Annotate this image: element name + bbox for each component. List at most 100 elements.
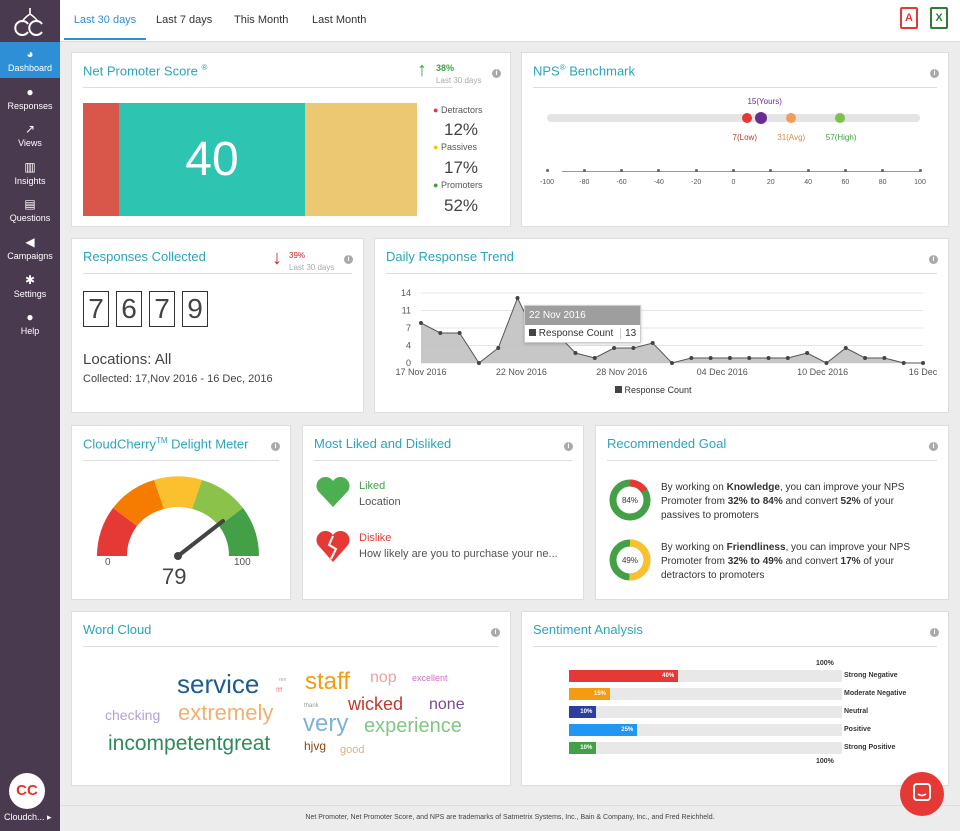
chat-button[interactable] xyxy=(900,772,944,816)
sidebar-item-label: Settings xyxy=(13,289,47,299)
trend-point xyxy=(921,361,925,365)
sentiment-bar: 25% xyxy=(569,724,638,736)
info-icon[interactable]: i xyxy=(344,255,353,264)
sidebar-item-settings[interactable]: ✱ Settings xyxy=(0,268,60,304)
x-tick-label: 16 Dec xyxy=(909,367,938,377)
info-icon[interactable]: i xyxy=(930,69,939,78)
heart-icon xyxy=(316,476,350,507)
gauge-max: 100 xyxy=(234,557,251,568)
goal-text-1: By working on Knowledge, you can improve… xyxy=(661,482,905,521)
benchmark-tick xyxy=(732,169,735,172)
responses-card: Responses Collected ↓ 39% Last 30 days i… xyxy=(71,238,364,413)
word: very xyxy=(303,710,349,737)
nps-card: Net Promoter Score ® ↑ 38% Last 30 days … xyxy=(71,52,511,227)
promoters-value: 52% xyxy=(444,196,479,215)
sidebar-item-dashboard[interactable]: ◕ Dashboard xyxy=(0,42,60,78)
trend-point xyxy=(824,361,829,365)
benchmark-tick-label: 0 xyxy=(731,179,736,186)
benchmark-tick xyxy=(843,169,847,172)
promoters-bar xyxy=(305,103,417,216)
passives-value: 17% xyxy=(444,158,479,177)
sentiment-track xyxy=(569,688,842,700)
tab-last-month[interactable]: Last Month xyxy=(312,14,367,26)
word: hjvg xyxy=(304,739,327,753)
sentiment-bar: 15% xyxy=(569,688,610,700)
benchmark-tick xyxy=(769,169,773,172)
user-menu[interactable]: Cloudch... ▸ xyxy=(4,812,52,822)
campaigns-icon: ◀ xyxy=(25,235,35,249)
x-tick-label: 22 Nov 2016 xyxy=(496,367,547,377)
sidebar-item-questions[interactable]: ▤ Questions xyxy=(0,192,60,228)
sidebar-item-responses[interactable]: ● Responses xyxy=(0,80,60,116)
liked-label: Liked xyxy=(359,480,386,492)
info-icon[interactable]: i xyxy=(930,628,939,637)
benchmark-label-avg: 31(Avg) xyxy=(777,133,806,142)
sidebar-item-label: Views xyxy=(18,138,42,148)
benchmark-marker-yours xyxy=(755,112,768,124)
info-icon[interactable]: i xyxy=(564,442,573,451)
detractors-bar xyxy=(83,103,119,216)
date-range-tabs: Last 30 days Last 7 days This Month Last… xyxy=(60,0,960,42)
sidebar-item-campaigns[interactable]: ◀ Campaigns xyxy=(0,230,60,266)
benchmark-tick-label: 60 xyxy=(841,179,850,186)
cloudcherry-logo[interactable] xyxy=(14,6,46,36)
y-tick-label: 11 xyxy=(402,306,411,316)
response-digit: 9 xyxy=(182,291,208,327)
avatar[interactable]: CC xyxy=(9,773,45,809)
pdf-export-icon[interactable]: A xyxy=(900,7,918,29)
nps-change: 38% xyxy=(436,63,455,73)
sidebar-item-label: Insights xyxy=(14,176,46,186)
footer-trademark: Net Promoter, Net Promoter Score, and NP… xyxy=(60,805,960,831)
info-icon[interactable]: i xyxy=(929,255,938,264)
scale-top: 100% xyxy=(816,660,834,667)
excel-export-icon[interactable]: X xyxy=(930,7,948,29)
gauge-value: 79 xyxy=(162,564,187,589)
card-title: Daily Response Trend xyxy=(386,249,514,264)
tab-last-30-days[interactable]: Last 30 days xyxy=(64,0,146,40)
dislike-label: Dislike xyxy=(359,532,392,544)
x-tick-label: 28 Nov 2016 xyxy=(596,367,647,377)
tab-last-7-days[interactable]: Last 7 days xyxy=(156,14,213,26)
card-title: Most Liked and Disliked xyxy=(314,436,452,451)
word: ffff xyxy=(276,688,283,694)
dashboard-icon: ◕ xyxy=(26,47,34,61)
trend-point xyxy=(785,356,790,360)
trend-tooltip: 22 Nov 2016 Response Count 13 xyxy=(524,305,641,343)
goal-text-2: By working on Friendliness, you can impr… xyxy=(661,542,910,581)
response-digit: 6 xyxy=(116,291,142,327)
info-icon[interactable]: i xyxy=(491,628,500,637)
trend-legend: Response Count xyxy=(615,385,692,395)
sidebar-item-views[interactable]: ↗ Views xyxy=(0,117,60,153)
benchmark-tick xyxy=(881,169,885,172)
chat-icon xyxy=(913,783,931,801)
card-title: NPS® Benchmark xyxy=(533,63,636,79)
trend-point xyxy=(457,331,462,335)
arrow-up-icon: ↑ xyxy=(417,59,427,81)
benchmark-track xyxy=(547,114,920,122)
sidebar-item-insights[interactable]: ▥ Insights xyxy=(0,155,60,191)
svg-text:49%: 49% xyxy=(622,556,638,565)
trend-area xyxy=(421,298,923,363)
card-title: Word Cloud xyxy=(83,622,152,637)
trend-chart: 14 11 7 4 0 17 Nov 2016 22 Nov 2016 28 Nov 201… xyxy=(395,288,938,377)
sidebar-item-help[interactable]: ● Help xyxy=(0,305,60,341)
word: none xyxy=(429,696,465,713)
sentiment-label: Positive xyxy=(844,726,871,733)
x-tick-label: 17 Nov 2016 xyxy=(395,367,446,377)
benchmark-marker-low xyxy=(741,113,752,123)
dislike-value: How likely are you to purchase your ne..… xyxy=(359,548,558,560)
info-icon[interactable]: i xyxy=(271,442,280,451)
svg-text:84%: 84% xyxy=(622,496,638,505)
sentiment-track xyxy=(569,706,842,718)
word: good xyxy=(340,744,365,756)
liked-value: Location xyxy=(359,496,401,508)
trend-point xyxy=(573,351,578,355)
info-icon[interactable]: i xyxy=(492,69,501,78)
info-icon[interactable]: i xyxy=(929,442,938,451)
trend-card: Daily Response Trend i 14 11 7 4 0 17 Nov 20… xyxy=(374,238,949,413)
word: experience xyxy=(364,715,462,737)
tab-this-month[interactable]: This Month xyxy=(234,14,289,26)
trend-point xyxy=(766,356,771,360)
wordcloud-card: Word Cloud i service staff nop excellent… xyxy=(71,611,511,786)
responses-period: Last 30 days xyxy=(289,263,335,272)
